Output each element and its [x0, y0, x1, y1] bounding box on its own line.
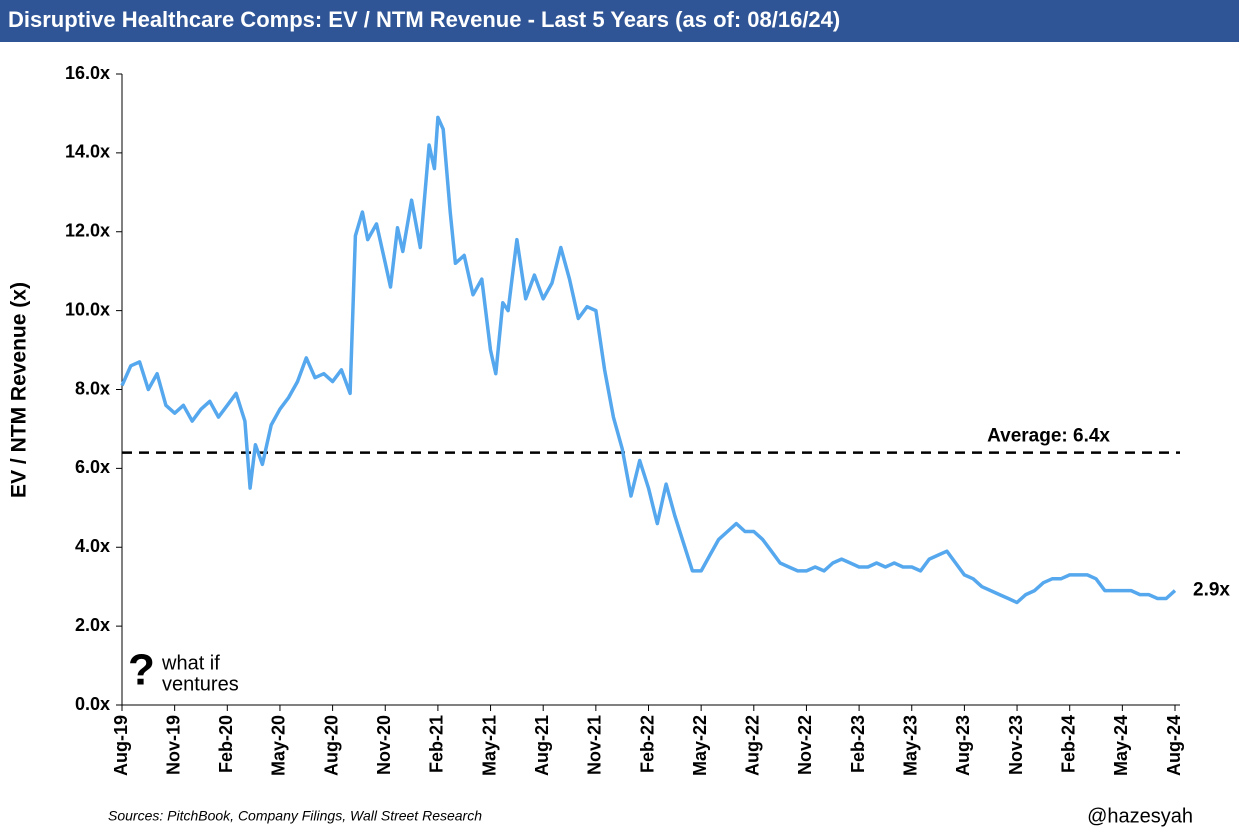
y-tick-label: 4.0x	[75, 536, 110, 556]
handle: @hazesyah	[1087, 805, 1193, 827]
x-tick-label: May-22	[690, 715, 710, 776]
x-tick-label: Feb-20	[216, 715, 236, 773]
x-tick-label: May-21	[479, 715, 499, 776]
y-tick-label: 2.0x	[75, 615, 110, 635]
y-tick-label: 8.0x	[75, 378, 110, 398]
series-line	[120, 115, 1177, 605]
title-bar	[0, 0, 1239, 42]
x-tick-label: Aug-21	[532, 715, 552, 776]
x-tick-label: May-23	[901, 715, 921, 776]
x-tick-label: Nov-23	[1006, 715, 1026, 775]
x-tick-label: Aug-23	[953, 715, 973, 776]
y-tick-label: 6.0x	[75, 457, 110, 477]
y-tick-label: 16.0x	[65, 63, 110, 83]
x-tick-label: Nov-20	[374, 715, 394, 775]
y-tick-label: 14.0x	[65, 142, 110, 162]
x-tick-label: Aug-22	[743, 715, 763, 776]
x-tick-label: Aug-24	[1164, 715, 1184, 776]
source-note: Sources: PitchBook, Company Filings, Wal…	[108, 808, 482, 824]
chart-title: Disruptive Healthcare Comps: EV / NTM Re…	[8, 7, 840, 32]
x-tick-label: Aug-19	[111, 715, 131, 776]
logo-symbol: ?	[128, 646, 155, 695]
average-label: Average: 6.4x	[987, 426, 1110, 447]
x-tick-label: Nov-21	[585, 715, 605, 775]
y-tick-label: 12.0x	[65, 221, 110, 241]
x-tick-label: Nov-22	[795, 715, 815, 775]
logo-text: what if	[161, 652, 220, 674]
y-tick-label: 10.0x	[65, 299, 110, 319]
x-tick-label: May-24	[1111, 715, 1131, 776]
y-axis-label: EV / NTM Revenue (x)	[8, 282, 31, 498]
x-tick-label: Feb-22	[637, 715, 657, 773]
x-tick-label: Nov-19	[163, 715, 183, 775]
y-tick-label: 0.0x	[75, 694, 110, 714]
x-tick-label: Feb-21	[427, 715, 447, 773]
logo-text: ventures	[162, 673, 239, 695]
x-tick-label: Feb-23	[848, 715, 868, 773]
x-tick-label: Feb-24	[1058, 715, 1078, 773]
x-tick-label: Aug-20	[321, 715, 341, 776]
x-tick-label: May-20	[269, 715, 289, 776]
end-label: 2.9x	[1193, 580, 1230, 601]
